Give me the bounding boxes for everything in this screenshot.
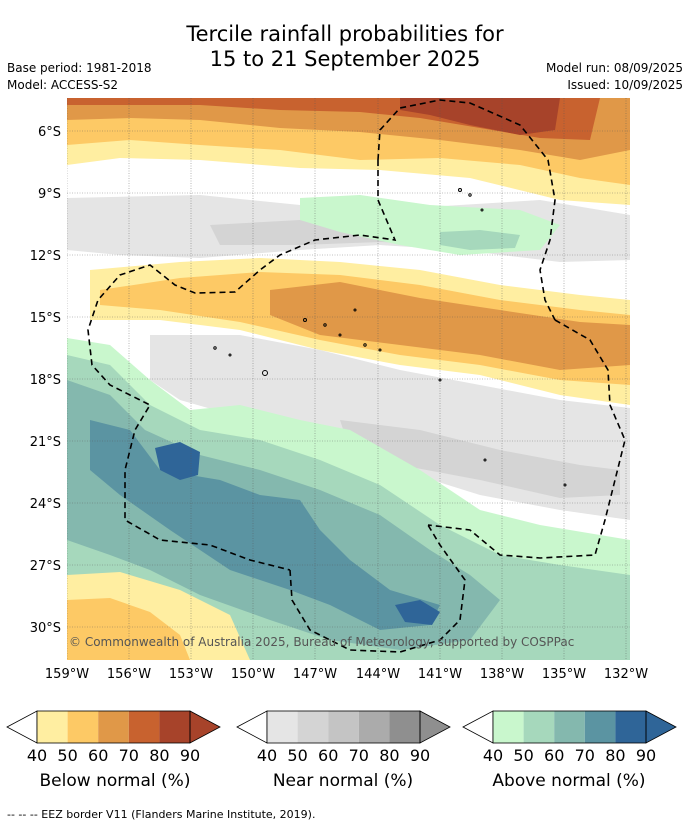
colorbar-near-swatch (267, 711, 298, 743)
colorbar-near-max-arrow (419, 710, 451, 744)
above-50-patch-north (440, 230, 520, 250)
colorbar-above: 40 50 60 70 80 90 (462, 710, 677, 765)
model-run-text: Model run: 08/09/2025 (545, 61, 683, 75)
colorbar-tick: 60 (544, 746, 564, 765)
colorbar-below-swatch (98, 711, 129, 743)
title-line-2: 15 to 21 September 2025 (209, 47, 481, 71)
forecast-map: © Commonwealth of Australia 2025, Bureau… (6, 98, 677, 765)
colorbar-below-swatch (128, 711, 160, 743)
below-50-pocket-southwest (67, 598, 190, 660)
lat-label: 6°S (38, 125, 61, 140)
colorbar-tick: 40 (483, 746, 503, 765)
lon-label: 138°W (480, 667, 524, 682)
colorbar-above-swatch (584, 711, 616, 743)
above-70-region-south (90, 420, 440, 630)
title-line-1: Tercile rainfall probabilities for (186, 22, 504, 46)
colorbar-below-max-arrow (189, 710, 221, 744)
colorbar-below-min-arrow (6, 710, 38, 744)
colorbar-tick: 80 (149, 746, 169, 765)
base-period-text: Base period: 1981-2018 (7, 61, 152, 75)
colorbar-tick: 70 (119, 746, 139, 765)
colorbar-tick: 40 (27, 746, 47, 765)
lat-label: 30°S (30, 621, 61, 636)
colorbar-above-label: Above normal (%) (492, 771, 646, 791)
lon-label: 135°W (542, 667, 586, 682)
colorbar-below: 40 50 60 70 80 90 (6, 710, 221, 765)
colorbar-tick: 70 (349, 746, 369, 765)
lon-label: 144°W (356, 667, 400, 682)
colorbar-above-min-arrow (462, 710, 494, 744)
eez-legend-footer: -- -- -- EEZ border V11 (Flanders Marine… (7, 808, 316, 821)
meta-left: Base period: 1981-2018 Model: ACCESS-S2 (7, 60, 152, 94)
colorbar-tick: 40 (257, 746, 277, 765)
colorbar-tick: 70 (575, 746, 595, 765)
probability-field: © Commonwealth of Australia 2025, Bureau… (67, 98, 630, 660)
colorbar-tick: 50 (57, 746, 77, 765)
colorbar-tick: 80 (379, 746, 399, 765)
colorbar-near-swatch (389, 711, 420, 743)
colorbar-tick: 90 (636, 746, 656, 765)
lon-label: 156°W (107, 667, 151, 682)
lat-label: 27°S (30, 559, 61, 574)
colorbar-tick: 50 (287, 746, 307, 765)
near-50-patch-south (340, 420, 620, 498)
colorbar-below-label: Below normal (%) (39, 771, 191, 791)
colorbar-above-swatch (523, 711, 555, 743)
lat-label: 9°S (38, 187, 61, 202)
lat-label: 18°S (30, 373, 61, 388)
colorbar-near-swatch (358, 711, 390, 743)
colorbar-near-min-arrow (236, 710, 268, 744)
colorbar-tick: 60 (318, 746, 338, 765)
eez-border-north (377, 99, 556, 321)
meta-right: Model run: 08/09/2025 Issued: 10/09/2025 (546, 60, 683, 94)
lon-label: 141°W (418, 667, 462, 682)
colorbar-tick: 90 (180, 746, 200, 765)
eez-border-east (427, 319, 626, 559)
colorbar-above-swatch (554, 711, 585, 743)
eez-border-northwest (87, 160, 397, 571)
lon-label: 132°W (604, 667, 648, 682)
colorbar-near-swatch (328, 711, 359, 743)
above-80-patch-southeast (395, 600, 440, 625)
colorbar-near-swatch (297, 711, 329, 743)
colorbar-above-frame (492, 710, 647, 744)
colorbar-above-swatch (615, 711, 646, 743)
above-80-patch-south (155, 442, 200, 480)
lon-label: 150°W (231, 667, 275, 682)
colorbar-below-swatch (67, 711, 99, 743)
lat-label: 24°S (30, 497, 61, 512)
colorbar-tick: 60 (88, 746, 108, 765)
colorbar-above-swatch (493, 711, 524, 743)
colorbar-tick: 90 (410, 746, 430, 765)
lat-label: 15°S (30, 311, 61, 326)
colorbar-near-label: Near normal (%) (272, 771, 414, 791)
colorbar-tick: 80 (605, 746, 625, 765)
lon-label: 159°W (45, 667, 89, 682)
lat-labels: 6°S 9°S 12°S 15°S 18°S 21°S 24°S 27°S 30… (30, 125, 61, 636)
below-60-band-middle (270, 282, 630, 370)
colorbar-below-frame (36, 710, 191, 744)
issued-text: Issued: 10/09/2025 (567, 78, 683, 92)
lon-label: 153°W (169, 667, 213, 682)
colorbar-above-max-arrow (645, 710, 677, 744)
colorbar-near-frame (266, 710, 421, 744)
colorbar-below-swatch (159, 711, 190, 743)
islands (213, 188, 567, 487)
lon-label: 147°W (293, 667, 337, 682)
eez-border-south (289, 524, 466, 653)
lat-label: 12°S (30, 249, 61, 264)
colorbar-below-swatch (37, 711, 68, 743)
colorbar-near: 40 50 60 70 80 90 (236, 710, 451, 765)
colorbar-tick: 50 (513, 746, 533, 765)
copyright-notice: © Commonwealth of Australia 2025, Bureau… (69, 635, 574, 649)
lon-labels: 159°W 156°W 153°W 150°W 147°W 144°W 141°… (45, 667, 648, 682)
map-title: Tercile rainfall probabilities for 15 to… (0, 22, 690, 72)
model-text: Model: ACCESS-S2 (7, 78, 119, 92)
lat-label: 21°S (30, 435, 61, 450)
